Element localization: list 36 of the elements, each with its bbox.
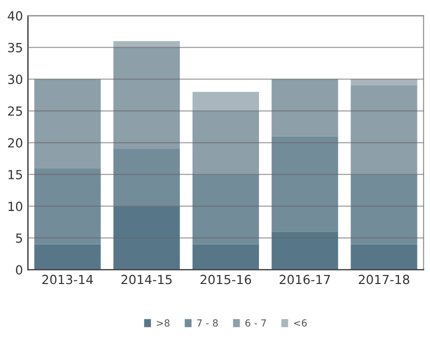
bar [34, 244, 101, 270]
bar [113, 41, 180, 48]
bar [350, 86, 418, 174]
bar [192, 244, 259, 270]
legend-label: 6 - 7 [245, 319, 266, 327]
y-tick-label: 20 [8, 138, 22, 148]
bar [272, 79, 338, 136]
bar [192, 110, 259, 174]
y-tick-label: 40 [8, 11, 22, 21]
legend-label: <6 [294, 319, 307, 327]
y-tick-label: 15 [8, 170, 22, 180]
x-tick-label: 2017-18 [358, 274, 410, 284]
y-tick-label: 0 [16, 265, 22, 275]
x-tick-label: 2016-17 [280, 274, 330, 284]
x-tick-label: 2014-15 [121, 274, 172, 284]
bar [113, 149, 180, 206]
bar [113, 206, 180, 270]
legend-label: 7 - 8 [197, 319, 218, 327]
bar [272, 136, 338, 232]
x-tick-label: 2013-14 [42, 274, 93, 284]
y-tick-label: 10 [8, 202, 22, 212]
bar [350, 174, 418, 244]
x-tick-label: 2015-16 [200, 274, 252, 284]
y-tick-label: 5 [16, 234, 22, 243]
y-tick-label: 35 [8, 42, 22, 52]
y-tick-label: 25 [8, 106, 22, 116]
y-tick-label: 30 [8, 74, 22, 84]
bar [113, 47, 180, 150]
bar [272, 232, 338, 270]
bar [350, 244, 418, 270]
bar [192, 92, 259, 111]
bar [34, 168, 101, 244]
bar [34, 79, 101, 168]
bar [192, 174, 259, 244]
bar [350, 79, 418, 86]
legend-label: >8 [156, 319, 170, 327]
